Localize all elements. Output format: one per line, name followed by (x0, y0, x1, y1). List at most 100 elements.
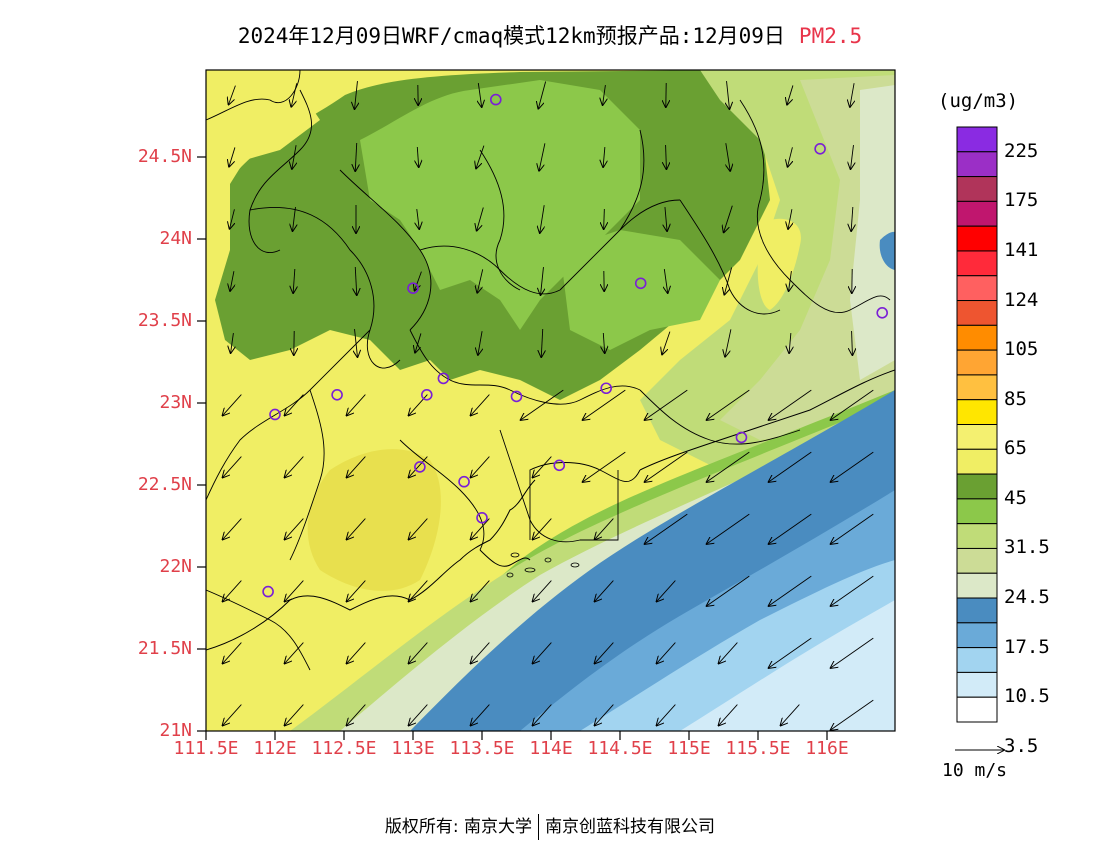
wind-arrow (603, 332, 604, 353)
station-marker (331, 388, 343, 401)
wind-arrow (727, 81, 730, 109)
colorbar-segment (956, 126, 998, 153)
wind-arrow (595, 704, 614, 726)
colorbar-segment (956, 200, 998, 227)
lon-label: 112.5E (311, 738, 377, 759)
colorbar-label: 31.5 (1004, 536, 1050, 559)
wind-arrow (285, 704, 304, 726)
station-marker (553, 459, 566, 472)
wind-arrow (409, 704, 428, 726)
wind-arrow (657, 704, 676, 726)
wind-arrow (789, 332, 791, 353)
wind-arrow (223, 580, 242, 602)
wind-arrow (707, 513, 750, 544)
wind-arrow (471, 394, 490, 416)
wind-arrow (769, 389, 812, 420)
wind-arrow (417, 209, 419, 229)
wind-arrow (355, 329, 358, 357)
wind-arrow (229, 85, 236, 105)
wind-arrow (831, 513, 874, 544)
wind-arrow (415, 271, 422, 291)
copyright: 版权所有: 南京大学 南京创蓝科技有限公司 (0, 812, 1100, 840)
field-contour-blue-patch-ne (879, 231, 895, 270)
colorbar-segment (956, 324, 998, 351)
colorbar-segment (956, 374, 998, 401)
wind-arrow (291, 83, 298, 106)
field-contour-faint-east (850, 85, 895, 380)
wind-arrow (541, 267, 544, 295)
wind-arrow (603, 85, 606, 105)
colorbar-segment (956, 622, 998, 649)
wind-arrow (533, 456, 552, 478)
wind-arrow (409, 456, 428, 478)
wind-arrow (478, 83, 481, 107)
wind-arrow (831, 699, 874, 730)
wind-arrow (769, 575, 812, 606)
wind-arrow (230, 271, 234, 291)
lat-label: 22.5N (137, 474, 192, 495)
wind-arrow (229, 147, 236, 166)
wind-arrow (355, 81, 358, 109)
lat-label: 24.5N (137, 146, 192, 167)
wind-arrow (521, 389, 564, 420)
lon-label: 113E (391, 738, 435, 759)
lat-label: 22N (159, 556, 192, 577)
colorbar-label: 105 (1004, 338, 1039, 361)
colorbar-segment (956, 250, 998, 277)
colorbar-segment (956, 572, 998, 599)
lat-label: 23.5N (137, 310, 192, 331)
wind-arrow (583, 451, 626, 482)
copyright-right: 南京创蓝科技有限公司 (545, 817, 716, 837)
wind-arrow (595, 580, 614, 602)
colorbar-label: 17.5 (1004, 635, 1050, 658)
colorbar-unit: (ug/m3) (938, 90, 1019, 112)
colorbar-segment (956, 151, 998, 178)
colorbar-label: 65 (1004, 437, 1027, 460)
wind-arrow (471, 456, 490, 478)
lat-label: 21.5N (137, 638, 192, 659)
wind-arrow (788, 209, 792, 229)
station-marker (735, 431, 748, 444)
wind-arrow (533, 580, 552, 602)
station-marker (510, 390, 523, 403)
colorbar-segment (956, 647, 998, 673)
wind-arrow (223, 642, 242, 664)
wind-arrow (788, 147, 793, 166)
wind-arrow (541, 328, 542, 357)
wind-arrow (851, 206, 853, 231)
station-marker (420, 388, 433, 401)
colorbar-segment (956, 696, 998, 723)
colorbar-label: 24.5 (1004, 586, 1050, 609)
station-marker (876, 306, 889, 319)
lon-label: 115E (667, 738, 711, 759)
colorbar-segment (956, 176, 998, 202)
wind-arrow (477, 269, 484, 292)
wind-arrow (471, 518, 490, 540)
wind-arrow (769, 513, 812, 544)
wind-arrow (223, 456, 242, 478)
wind-arrow (223, 704, 242, 726)
wind-arrow (538, 81, 547, 108)
wind-arrow (852, 330, 853, 355)
lat-label: 23N (159, 392, 192, 413)
wind-arrow (724, 267, 733, 294)
copyright-left: 版权所有: 南京大学 (384, 817, 533, 837)
wind-arrow (477, 207, 484, 230)
colorbar-segment (956, 448, 998, 475)
wind-arrow (707, 389, 750, 420)
colorbar-segment (956, 523, 998, 549)
lat-label: 24N (159, 228, 192, 249)
wind-arrow (293, 268, 295, 293)
copyright-separator (538, 814, 540, 840)
lat-label: 21N (159, 720, 192, 741)
wind-arrow (850, 83, 854, 107)
colorbar-segment (956, 275, 998, 302)
field-contour-yellow-delta (565, 398, 630, 444)
station-marker (262, 585, 274, 598)
station-marker (489, 93, 502, 106)
colorbar-segment (956, 300, 998, 326)
offshore-islands (506, 552, 580, 578)
axis-ticks (197, 156, 828, 740)
wind-arrow (355, 266, 356, 295)
